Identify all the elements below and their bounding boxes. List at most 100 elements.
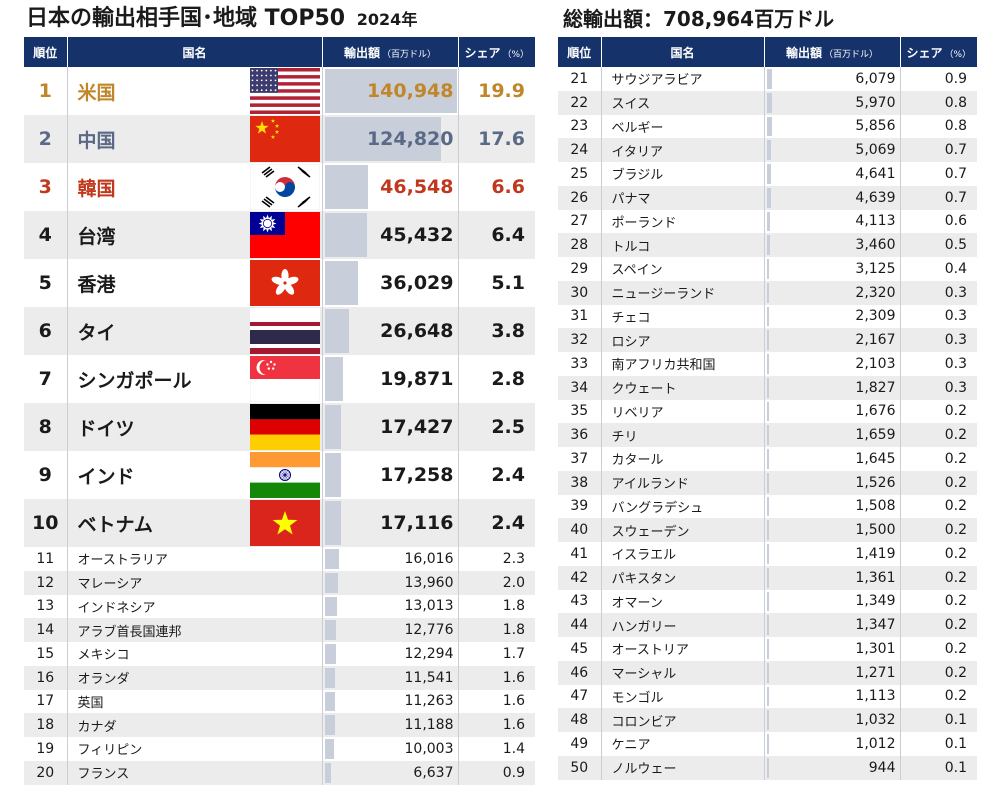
value-bar bbox=[324, 261, 359, 305]
value-cell: 1,526 bbox=[764, 470, 901, 495]
value-bar bbox=[766, 496, 769, 517]
value-cell: 36,029 bbox=[322, 259, 459, 307]
value-cell: 2,167 bbox=[764, 328, 901, 352]
rank-cell: 27 bbox=[558, 209, 602, 234]
value-cell: 17,258 bbox=[322, 451, 459, 499]
country-cell: インドネシア bbox=[67, 594, 323, 619]
value-label: 1,032 bbox=[855, 712, 896, 729]
value-label: 12,776 bbox=[404, 622, 454, 639]
rank-cell: 14 bbox=[24, 618, 68, 642]
country-cell: バングラデシュ bbox=[601, 494, 765, 519]
country-cell: チリ bbox=[601, 423, 765, 447]
rank-cell: 15 bbox=[24, 642, 68, 666]
value-bar bbox=[766, 282, 769, 303]
share-cell: 0.7 bbox=[900, 162, 977, 186]
value-header-label: 輸出額 bbox=[785, 45, 822, 60]
table-row: 32 ロシア 2,167 0.3 bbox=[558, 328, 977, 352]
value-label: 36,029 bbox=[380, 272, 454, 294]
table-row: 30 ニュージーランド 2,320 0.3 bbox=[558, 280, 977, 305]
value-cell: 1,271 bbox=[764, 660, 901, 685]
country-cell: ケニア bbox=[601, 732, 765, 756]
table-row: 17 英国 11,263 1.6 bbox=[24, 689, 535, 714]
table-row: 14 アラブ首長国連邦 12,776 1.8 bbox=[24, 618, 535, 642]
value-label: 16,016 bbox=[404, 550, 454, 567]
value-label: 45,432 bbox=[380, 224, 454, 246]
value-bar bbox=[766, 544, 769, 564]
share-cell: 0.5 bbox=[900, 233, 977, 257]
table-row: 4 台湾 45,432 6.4 bbox=[24, 211, 535, 259]
table-row: 42 パキスタン 1,361 0.2 bbox=[558, 565, 977, 590]
share-cell: 1.7 bbox=[458, 642, 535, 666]
value-column-header: 輸出額 （百万ドル） bbox=[764, 37, 901, 67]
share-header-label: シェア bbox=[464, 45, 501, 60]
share-cell: 0.7 bbox=[900, 185, 977, 210]
rank-cell: 23 bbox=[558, 114, 602, 139]
table-row: 26 パナマ 4,639 0.7 bbox=[558, 185, 977, 210]
vietnam-flag bbox=[249, 500, 320, 546]
value-bar bbox=[766, 211, 771, 232]
country-cell: ノルウェー bbox=[601, 755, 765, 780]
share-cell: 1.6 bbox=[458, 713, 535, 737]
share-header-label: シェア bbox=[906, 45, 943, 60]
value-bar bbox=[324, 549, 340, 569]
country-cell: ドイツ bbox=[67, 403, 323, 451]
value-cell: 6,079 bbox=[764, 67, 901, 91]
table-row: 2 中国 124,820 17.6 bbox=[24, 115, 535, 163]
table-row: 40 スウェーデン 1,500 0.2 bbox=[558, 518, 977, 542]
country-name: ロシア bbox=[611, 334, 651, 350]
value-cell: 11,541 bbox=[322, 665, 459, 690]
country-cell: パナマ bbox=[601, 185, 765, 210]
share-cell: 0.3 bbox=[900, 328, 977, 352]
value-label: 10,003 bbox=[404, 740, 454, 757]
country-name: コロンビア bbox=[611, 714, 677, 730]
rank-cell: 37 bbox=[558, 447, 602, 471]
share-cell: 0.8 bbox=[900, 90, 977, 115]
rank-cell: 25 bbox=[558, 162, 602, 186]
table-row: 1 米国 140,948 19.9 bbox=[24, 67, 535, 115]
table-row: 34 クウェート 1,827 0.3 bbox=[558, 375, 977, 400]
share-cell: 1.6 bbox=[458, 665, 535, 690]
share-column-header: シェア （%） bbox=[458, 37, 535, 67]
value-label: 4,113 bbox=[855, 213, 896, 230]
country-cell: サウジアラビア bbox=[601, 67, 765, 91]
country-name: ドイツ bbox=[77, 417, 135, 440]
rank-cell: 8 bbox=[24, 403, 68, 451]
share-column-header: シェア （%） bbox=[900, 37, 977, 67]
rank-cell: 44 bbox=[558, 613, 602, 637]
value-bar bbox=[324, 739, 334, 759]
value-label: 1,659 bbox=[855, 427, 896, 444]
value-cell: 12,294 bbox=[322, 642, 459, 666]
country-name: 台湾 bbox=[77, 225, 116, 248]
value-bar bbox=[766, 401, 769, 422]
country-column-header: 国名 bbox=[601, 37, 765, 67]
table-row: 48 コロンビア 1,032 0.1 bbox=[558, 708, 977, 732]
table-row: 47 モンゴル 1,113 0.2 bbox=[558, 684, 977, 709]
value-bar bbox=[766, 639, 769, 659]
taiwan-flag bbox=[249, 212, 320, 258]
country-name: カタール bbox=[611, 453, 664, 469]
value-bar bbox=[766, 116, 772, 137]
rank-cell: 32 bbox=[558, 328, 602, 352]
share-cell: 0.6 bbox=[900, 209, 977, 234]
country-cell: ポーランド bbox=[601, 209, 765, 234]
value-bar bbox=[766, 686, 769, 707]
share-cell: 0.2 bbox=[900, 470, 977, 495]
value-label: 5,970 bbox=[855, 94, 896, 111]
rank-cell: 39 bbox=[558, 494, 602, 519]
share-cell: 0.3 bbox=[900, 304, 977, 329]
value-bar bbox=[324, 762, 331, 783]
country-cell: ブラジル bbox=[601, 162, 765, 186]
country-name: フランス bbox=[77, 767, 130, 783]
share-cell: 0.2 bbox=[900, 684, 977, 709]
share-cell: 0.2 bbox=[900, 518, 977, 542]
share-cell: 0.2 bbox=[900, 423, 977, 447]
country-cell: 英国 bbox=[67, 689, 323, 714]
value-bar bbox=[766, 306, 769, 327]
table-row: 19 フィリピン 10,003 1.4 bbox=[24, 737, 535, 761]
share-cell: 1.8 bbox=[458, 594, 535, 619]
value-cell: 1,347 bbox=[764, 613, 901, 637]
table-row: 3 韓国 46,548 6.6 bbox=[24, 163, 535, 211]
rank-cell: 40 bbox=[558, 518, 602, 542]
value-bar bbox=[324, 572, 338, 593]
country-name: ブラジル bbox=[611, 168, 664, 184]
